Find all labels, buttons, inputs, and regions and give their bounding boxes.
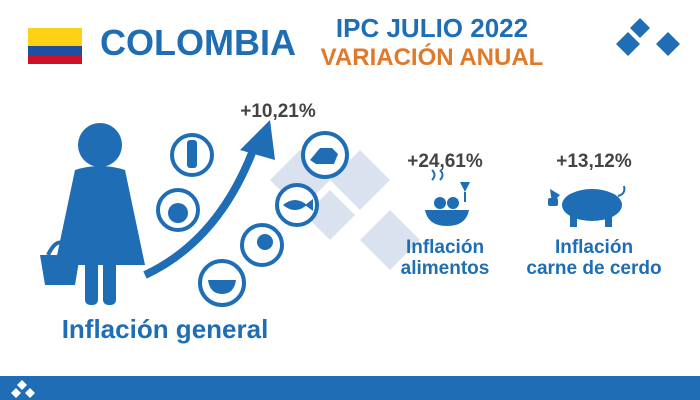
footer-logo bbox=[11, 380, 35, 398]
footer-bar bbox=[0, 376, 700, 400]
logo bbox=[616, 18, 680, 56]
rising-arrow bbox=[143, 120, 275, 279]
flag bbox=[28, 28, 82, 64]
general-label: Inflación general bbox=[62, 314, 269, 344]
food-label: alimentos bbox=[401, 258, 490, 279]
dish-icon bbox=[425, 169, 470, 226]
food-label: Inflación bbox=[406, 237, 484, 258]
food-value: +24,61% bbox=[407, 151, 483, 172]
subtitle: VARIACIÓN ANUAL bbox=[321, 43, 544, 71]
general-value: +10,21% bbox=[240, 101, 316, 122]
pork-label: Inflación bbox=[555, 237, 633, 258]
food-icons bbox=[156, 131, 349, 307]
title: IPC JULIO 2022 bbox=[336, 13, 528, 43]
country: COLOMBIA bbox=[100, 22, 296, 63]
pork-label: carne de cerdo bbox=[526, 258, 661, 279]
pork-value: +13,12% bbox=[556, 151, 632, 172]
pig-icon bbox=[548, 185, 626, 227]
person-icon bbox=[40, 123, 145, 305]
